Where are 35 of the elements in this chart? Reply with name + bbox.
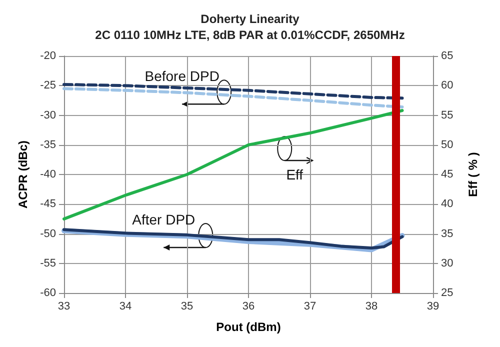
annotation: After DPD (132, 212, 196, 228)
y2-tick-label: 60 (441, 80, 454, 92)
x-axis-title: Pout (dBm) (216, 320, 281, 334)
line-series (62, 87, 404, 108)
chart-subtitle: 2C 0110 10MHz LTE, 8dB PAR at 0.01%CCDF, 2650MHz (95, 28, 405, 42)
y-tick-label: -50 (40, 228, 56, 240)
y-tick-label: -30 (40, 109, 56, 122)
y-tick-label: -45 (40, 198, 56, 210)
y2-tick-label: 50 (441, 138, 454, 151)
y2-tick-label: 55 (441, 109, 454, 122)
y-tick-label: -55 (40, 257, 56, 270)
line-series (62, 82, 404, 100)
y2-tick-label: 30 (441, 257, 454, 270)
y2-tick-label: 35 (441, 228, 454, 240)
annotation: Before DPD (144, 68, 220, 84)
x-tick-label: 39 (426, 300, 440, 312)
x-tick-label: 37 (304, 300, 316, 312)
y-tick-label: -20 (40, 50, 56, 62)
x-tick-label: 36 (242, 300, 255, 312)
y-tick-label: -40 (40, 168, 56, 180)
x-tick-label: 33 (58, 300, 70, 312)
y2-tick-label: 45 (441, 168, 454, 180)
x-tick-label: 38 (365, 300, 378, 312)
chart-title: Doherty Linearity (200, 12, 300, 26)
y2-tick-label: 25 (441, 287, 454, 299)
y2-tick-label: 40 (441, 198, 454, 210)
y-axis-title: ACPR (dBc) (16, 140, 30, 208)
y-tick-label: -25 (40, 80, 56, 92)
x-tick-label: 34 (119, 300, 132, 312)
y2-axis-title: Eff ( % ) (466, 152, 480, 197)
y-tick-label: -35 (40, 138, 56, 151)
y-tick-label: -60 (40, 287, 56, 299)
annotation: Eff (286, 166, 304, 182)
y2-tick-label: 65 (441, 50, 454, 62)
x-tick-label: 35 (180, 300, 194, 312)
